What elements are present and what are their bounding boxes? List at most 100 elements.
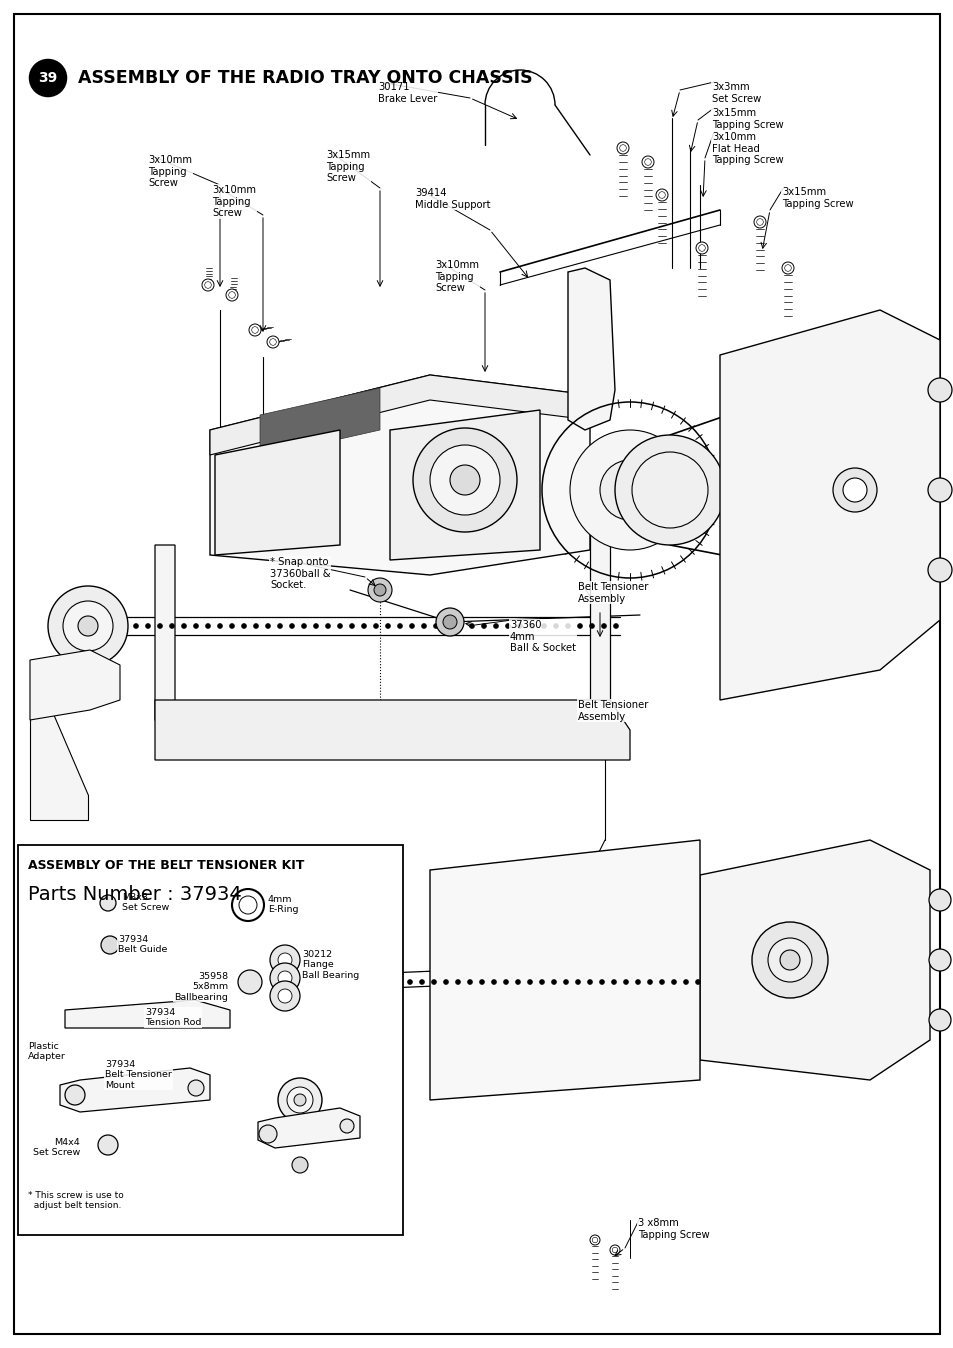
Polygon shape [154,545,174,740]
Polygon shape [700,840,929,1080]
Circle shape [101,936,119,954]
Circle shape [443,980,448,984]
Circle shape [330,972,350,992]
Circle shape [110,624,114,628]
Circle shape [481,624,486,628]
Circle shape [781,262,793,274]
Circle shape [609,1246,619,1255]
Circle shape [270,338,276,345]
Circle shape [618,479,641,501]
Text: 3x10mm
Tapping
Screw: 3x10mm Tapping Screw [148,155,192,189]
Circle shape [170,624,174,628]
Circle shape [277,624,282,628]
Circle shape [361,624,366,628]
Circle shape [613,624,618,628]
Circle shape [63,601,112,651]
Polygon shape [125,880,399,1120]
Circle shape [230,624,234,628]
Text: 37360
4mm
Ball & Socket: 37360 4mm Ball & Socket [510,620,576,654]
Circle shape [457,624,462,628]
Polygon shape [65,1000,230,1029]
Circle shape [229,291,235,298]
Text: 39: 39 [38,71,57,85]
Circle shape [270,981,299,1011]
Text: 4mm
E-Ring: 4mm E-Ring [268,895,298,914]
Circle shape [928,949,950,971]
Circle shape [842,479,866,501]
Circle shape [205,282,211,288]
Circle shape [450,465,479,495]
Circle shape [277,953,292,967]
Circle shape [30,61,66,96]
Polygon shape [390,410,539,559]
Circle shape [287,1086,313,1113]
Circle shape [237,971,262,993]
Circle shape [569,430,689,550]
Circle shape [635,980,639,984]
Circle shape [623,980,628,984]
Circle shape [928,1010,950,1031]
Circle shape [612,1247,618,1252]
Polygon shape [257,1108,359,1148]
Circle shape [927,558,951,582]
Circle shape [469,624,474,628]
Circle shape [407,980,412,984]
Circle shape [551,980,556,984]
Circle shape [374,624,378,628]
Circle shape [927,377,951,402]
Circle shape [431,980,436,984]
Circle shape [455,980,460,984]
Circle shape [258,1126,276,1143]
Circle shape [383,980,388,984]
Circle shape [277,971,292,985]
Circle shape [265,624,271,628]
Circle shape [359,980,364,984]
Text: 37934
Belt Tensioner
Mount: 37934 Belt Tensioner Mount [105,1060,172,1089]
Text: ASSEMBLY OF THE RADIO TRAY ONTO CHASSIS: ASSEMBLY OF THE RADIO TRAY ONTO CHASSIS [78,69,532,88]
Circle shape [577,624,582,628]
Circle shape [78,616,98,636]
Circle shape [927,479,951,501]
Polygon shape [260,388,379,457]
Circle shape [337,624,342,628]
Circle shape [97,624,102,628]
Circle shape [302,944,377,1020]
Circle shape [928,888,950,911]
Text: 3x10mm
Tapping
Screw: 3x10mm Tapping Screw [212,185,255,218]
Circle shape [374,584,386,596]
Polygon shape [214,430,339,555]
Circle shape [658,191,664,198]
Circle shape [767,938,811,981]
Circle shape [146,624,151,628]
Circle shape [442,615,456,630]
Circle shape [193,624,198,628]
Circle shape [100,895,116,911]
Circle shape [314,624,318,628]
Text: 3 x8mm
Tapping Screw: 3 x8mm Tapping Screw [638,1219,709,1240]
Circle shape [615,435,724,545]
Circle shape [780,950,800,971]
Circle shape [277,989,292,1003]
Circle shape [289,624,294,628]
Text: 35958
5x8mm
Ballbearing: 35958 5x8mm Ballbearing [174,972,228,1002]
Circle shape [505,624,510,628]
Circle shape [601,624,606,628]
Bar [18,845,402,1235]
Text: Parts Number : 37934: Parts Number : 37934 [28,886,241,905]
Text: 3x15mm
Tapping
Screw: 3x15mm Tapping Screw [326,150,370,183]
Circle shape [517,624,522,628]
Text: * This screw is use to
  adjust belt tension.: * This screw is use to adjust belt tensi… [28,1190,124,1211]
Text: 37934
Belt Guide: 37934 Belt Guide [118,936,167,954]
Circle shape [347,980,352,984]
Circle shape [659,980,664,984]
Circle shape [589,624,594,628]
Circle shape [541,624,546,628]
Circle shape [575,980,579,984]
Circle shape [270,945,299,975]
Circle shape [133,624,138,628]
Circle shape [202,279,213,291]
Text: M3x3
Set Screw: M3x3 Set Screw [122,892,169,913]
Circle shape [751,922,827,998]
Polygon shape [430,840,700,1100]
Circle shape [430,445,499,515]
